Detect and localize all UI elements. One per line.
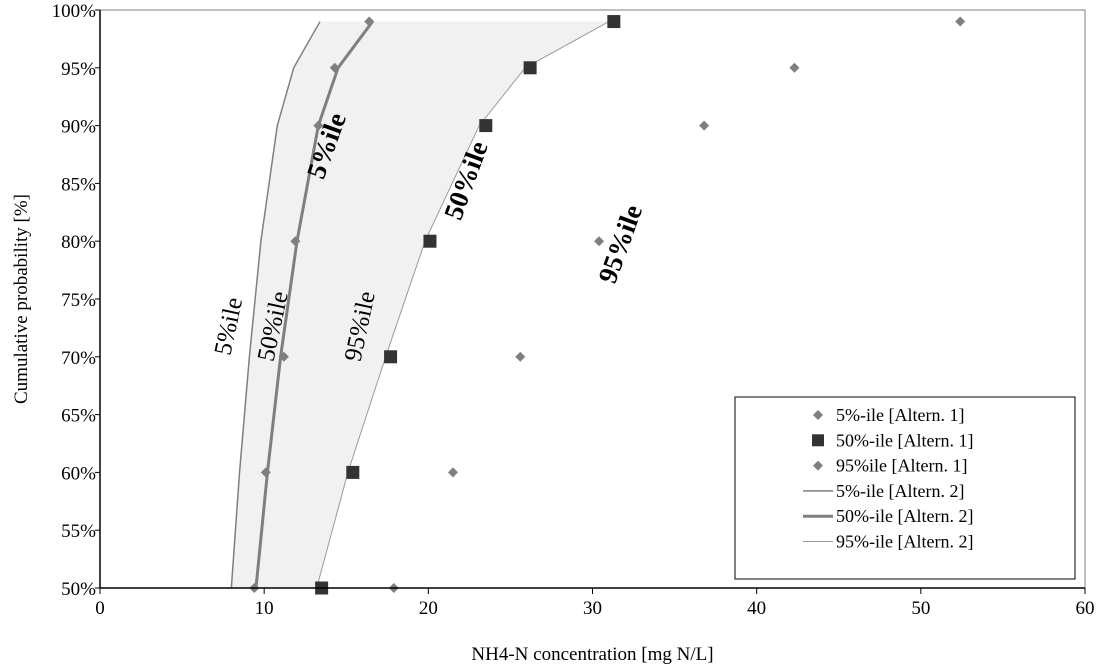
legend-label: 95%ile [Altern. 1] — [836, 456, 967, 476]
legend-label: 5%-ile [Altern. 2] — [836, 481, 964, 501]
point-diamond-s1-5 — [313, 120, 324, 131]
y-tick-label: 60% — [61, 463, 96, 484]
x-tick-label: 30 — [583, 598, 602, 619]
y-tick-label: 90% — [61, 117, 96, 138]
point-diamond-s3-6 — [789, 62, 800, 73]
point-diamond-s3-4 — [594, 236, 605, 247]
y-tick-label: 65% — [61, 406, 96, 427]
x-tick-label: 20 — [419, 598, 438, 619]
legend-swatch-diamond — [813, 460, 823, 471]
point-square-s2-3 — [384, 350, 398, 364]
legend-label: 5%-ile [Altern. 1] — [836, 405, 964, 425]
point-diamond-s3-5 — [699, 120, 710, 131]
y-axis-title: Cumulative probability [%] — [11, 194, 32, 404]
x-tick-label: 10 — [255, 598, 274, 619]
x-tick-label: 40 — [747, 598, 766, 619]
point-square-s2-4 — [423, 234, 437, 248]
series-markers — [249, 15, 966, 595]
y-tick-label: 85% — [61, 174, 96, 195]
point-diamond-s3-7 — [955, 16, 966, 27]
point-diamond-s1-2 — [260, 467, 271, 478]
axes: 0 10 20 30 40 50 60 50% 55% 60% 65% 70% 75% 80% 85% 90%… — [52, 1, 1095, 619]
point-diamond-s3-3 — [515, 351, 526, 362]
x-tick-label: 60 — [1076, 598, 1095, 619]
legend-label: 95%-ile [Altern. 2] — [836, 532, 973, 552]
point-square-s2-5 — [479, 119, 493, 133]
point-diamond-s1-7 — [364, 16, 375, 27]
y-tick-label: 55% — [61, 521, 96, 542]
series-line-1 — [230, 21, 321, 589]
legend: 5%-ile [Altern. 1] 50%-ile [Altern. 1] 95%… — [734, 396, 1076, 580]
y-tick-label: 95% — [61, 59, 96, 80]
point-diamond-s1-6 — [329, 62, 340, 73]
point-square-s2-2 — [346, 465, 360, 479]
y-tick-label: 70% — [61, 348, 96, 369]
point-diamond-s1-4 — [290, 236, 301, 247]
x-axis-title: NH4-N concentration [mg N/L] — [471, 644, 713, 665]
legend-box — [734, 396, 1076, 580]
legend-swatch-diamond — [813, 410, 823, 420]
legend-label: 50%-ile [Altern. 2] — [836, 506, 973, 526]
point-diamond-s3-2 — [447, 467, 458, 478]
y-tick-label: 100% — [52, 1, 97, 22]
confidence-band — [231, 21, 609, 589]
legend-swatch-square — [812, 434, 824, 447]
x-tick-label: 50 — [911, 598, 930, 619]
y-tick-label: 80% — [61, 232, 96, 253]
y-tick-label: 50% — [61, 579, 96, 600]
x-tick-label: 0 — [95, 598, 105, 619]
point-diamond-s1-3 — [278, 351, 289, 362]
legend-label: 50%-ile [Altern. 1] — [836, 430, 973, 450]
y-tick-label: 75% — [61, 290, 96, 311]
band-area — [231, 21, 609, 589]
point-square-s2-7 — [607, 15, 621, 29]
point-square-s2-6 — [523, 61, 537, 75]
